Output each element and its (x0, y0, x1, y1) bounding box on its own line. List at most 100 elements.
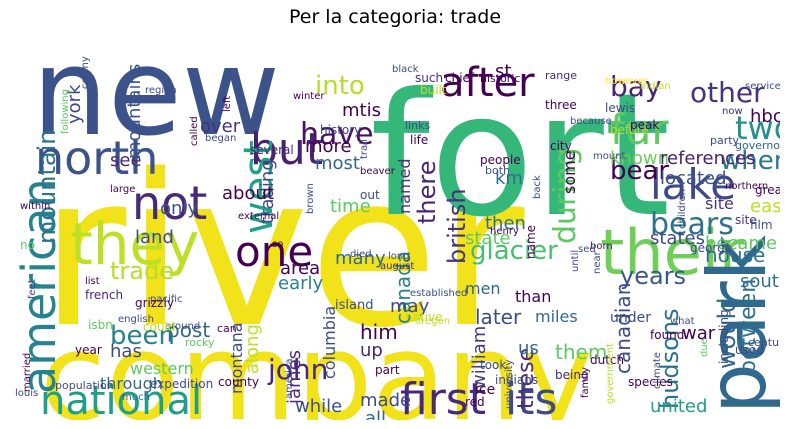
word-war: war (682, 323, 716, 344)
word-range: range (545, 69, 577, 82)
word-canada: canada (391, 251, 415, 324)
word-what: what (670, 316, 695, 327)
word-some: some (560, 150, 579, 194)
word-during: during (548, 147, 583, 244)
word-established: established (410, 288, 467, 299)
word-years: years (620, 262, 686, 290)
word-back: back (532, 175, 543, 199)
word-john: john (267, 353, 328, 386)
word-up: up (360, 340, 383, 361)
word-located: located (660, 168, 727, 189)
word-see: see (110, 150, 142, 171)
word-national: national (40, 378, 202, 420)
word-when: when (720, 146, 780, 176)
word-due: due (699, 338, 710, 357)
word-about: about (222, 183, 274, 204)
word-being: being (555, 368, 589, 382)
word-now: now (722, 106, 743, 117)
word-feet: feet (27, 279, 38, 299)
chart-title: Per la categoria: trade (288, 6, 502, 28)
word-name: name (524, 225, 538, 259)
word-first: first (400, 374, 486, 420)
word-colony: colony (80, 56, 91, 89)
word-have: have (300, 117, 374, 152)
word-married: married (22, 353, 33, 392)
word-trade: trade (110, 257, 174, 285)
word-british: british (443, 188, 471, 264)
word-fur: fur (610, 105, 669, 154)
word-no: no (20, 238, 35, 252)
word-york: york (64, 84, 85, 124)
word-could: could (143, 320, 176, 334)
word-may: may (390, 296, 430, 317)
word-expedition: expedition (150, 377, 213, 391)
word-cloud: river company fort new their they park national… (10, 34, 780, 420)
word-built: built (420, 83, 447, 97)
word-henry: henry (490, 226, 519, 237)
word-would: would (713, 298, 741, 369)
word-took: took (480, 358, 506, 372)
word-black: black (392, 64, 419, 75)
word-company: company (40, 309, 593, 420)
word-hbc: hbc (750, 106, 780, 127)
word-america: america (284, 358, 295, 399)
word-references: references (660, 148, 755, 169)
word-pacific: pacific (150, 294, 183, 305)
word-family: family (580, 367, 591, 398)
word-land: land (135, 227, 174, 248)
word-house: house (705, 243, 765, 267)
word-northern: northern (725, 181, 768, 192)
word-fort: fort (370, 57, 670, 255)
word-links: links (405, 119, 430, 132)
word-large: large (110, 184, 135, 195)
word-born: born (590, 241, 613, 252)
word-east: east (750, 196, 780, 217)
word-isbn: isbn (88, 318, 113, 332)
word-men: men (465, 279, 501, 298)
word-one: one (235, 227, 313, 276)
word-population: population (55, 379, 114, 392)
word-governor: governor (735, 139, 780, 152)
word-lake: lake (650, 160, 736, 209)
word-its: its (505, 374, 557, 420)
word-history: history (320, 123, 361, 137)
word-out: out (360, 188, 380, 202)
word-sed: sed (578, 244, 596, 255)
word-area: area (280, 258, 320, 279)
word-but: but (250, 124, 323, 175)
word-part: part (375, 363, 400, 377)
word-service: service (745, 81, 780, 92)
word-not: not (132, 176, 207, 230)
word-chief: chief (445, 71, 475, 85)
word-used: used (735, 343, 764, 357)
word-us: us (518, 338, 539, 359)
word-then: then (485, 213, 526, 234)
word-under: under (610, 310, 651, 326)
word-century: century (748, 336, 780, 349)
word-between: between (736, 279, 761, 374)
word-many: many (335, 248, 386, 269)
word-film: film (750, 218, 773, 232)
word-year: year (75, 343, 102, 357)
word-than: than (515, 287, 551, 306)
word-named: named (395, 158, 414, 214)
word-site: site (705, 194, 734, 213)
word-north: north (35, 131, 158, 185)
word-into: into (315, 71, 365, 101)
word-government: government (605, 343, 616, 404)
word-county: county (218, 375, 259, 389)
word-st: st (495, 61, 511, 82)
word-hudsons: hudsons (656, 308, 684, 409)
word-before: before (610, 123, 649, 137)
word-peak: peak (630, 118, 659, 132)
word-more: more (305, 136, 352, 157)
word-august: august (380, 261, 414, 272)
word-beaver: beaver (360, 166, 396, 177)
word-their: their (600, 216, 745, 289)
word-while: while (295, 396, 342, 417)
word-species: species (628, 375, 673, 389)
word-great: great (755, 183, 780, 197)
word-called: called (189, 116, 200, 146)
word-american: american (12, 178, 66, 394)
